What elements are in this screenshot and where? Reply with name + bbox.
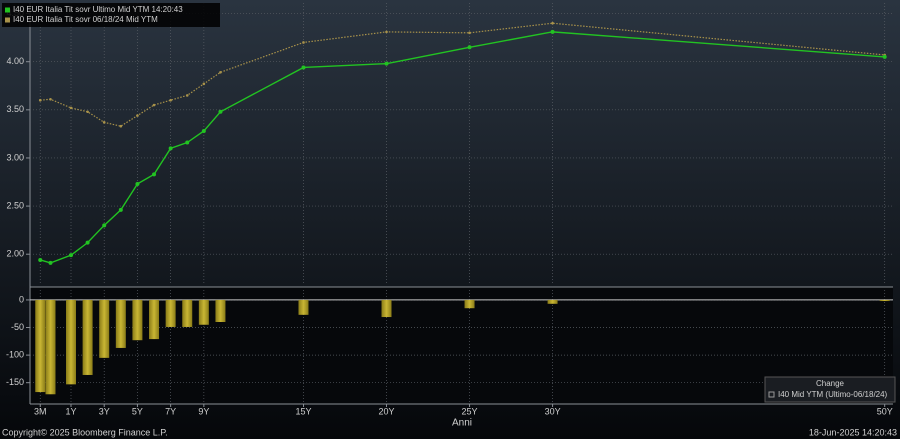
y-tick-label: 2.00 — [6, 249, 24, 259]
point — [152, 103, 156, 107]
x-tick-label: 1Y — [65, 406, 76, 416]
bar — [879, 299, 890, 302]
point — [102, 121, 106, 124]
y-tick-label: 3.50 — [6, 104, 24, 114]
point — [119, 124, 123, 128]
point — [882, 54, 887, 59]
point — [102, 223, 107, 228]
point — [38, 257, 43, 262]
point — [468, 31, 471, 35]
point — [467, 45, 472, 50]
bar — [182, 299, 193, 327]
bar — [99, 299, 110, 358]
bar — [547, 299, 558, 304]
bar — [45, 299, 56, 395]
point — [85, 240, 90, 245]
x-tick-label: 9Y — [198, 406, 209, 416]
x-tick-label: 20Y — [379, 406, 395, 416]
bar — [115, 299, 126, 348]
point — [169, 98, 172, 102]
bar — [215, 299, 226, 322]
point — [86, 110, 89, 114]
bar — [165, 299, 176, 327]
point — [218, 109, 223, 114]
bar — [298, 299, 309, 315]
point — [185, 94, 189, 97]
point — [301, 65, 306, 70]
point — [135, 181, 140, 186]
point — [551, 21, 554, 25]
point — [219, 70, 222, 74]
legend-swatch — [5, 17, 10, 23]
bar — [381, 299, 392, 318]
y-tick-label: -50 — [11, 322, 24, 332]
x-tick-label: 5Y — [132, 406, 143, 416]
x-tick-label: 50Y — [877, 406, 893, 416]
legend-swatch — [768, 391, 775, 398]
point — [302, 41, 305, 44]
point — [185, 140, 190, 145]
x-tick-label: 15Y — [295, 406, 311, 416]
bar — [66, 299, 76, 385]
point — [48, 260, 53, 265]
y-tick-label: 2.50 — [6, 200, 24, 210]
legend: I40 EUR Italia Tit sovr Ultimo Mid YTM 1… — [2, 3, 220, 27]
legend-swatch — [5, 7, 10, 13]
point — [201, 129, 206, 134]
bar — [198, 299, 209, 325]
point — [550, 29, 555, 34]
y-tick-label: -150 — [6, 377, 24, 387]
legend-title: Change — [816, 379, 845, 388]
point — [38, 98, 42, 102]
legend: Change I40 Mid YTM (Ultimo-06/18/24) — [764, 376, 896, 403]
legend-box — [764, 376, 896, 403]
y-tick-label: 0 — [19, 294, 24, 304]
copyright: Copyright© 2025 Bloomberg Finance L.P. — [2, 427, 168, 437]
bar — [149, 299, 160, 340]
point — [168, 146, 173, 151]
lower-panel — [30, 287, 893, 404]
point — [118, 207, 123, 212]
bar — [132, 299, 143, 341]
point — [384, 61, 389, 66]
x-tick-label: 3Y — [99, 406, 110, 416]
x-axis-title: Anni — [452, 418, 472, 429]
series-line — [40, 22, 885, 127]
x-tick-label: 30Y — [545, 406, 561, 416]
point — [136, 114, 139, 117]
point — [385, 30, 388, 34]
y-tick-label: 3.00 — [6, 152, 24, 162]
point — [49, 97, 52, 101]
legend-label: I40 Mid YTM (Ultimo-06/18/24) — [778, 390, 888, 399]
bar — [464, 299, 475, 309]
y-tick-label: -100 — [6, 349, 24, 359]
legend-box — [2, 3, 220, 27]
legend-label: I40 EUR Italia Tit sovr 06/18/24 Mid YTM — [13, 15, 158, 24]
timestamp: 18-Jun-2025 14:20:43 — [809, 427, 897, 437]
point — [69, 106, 73, 110]
bar — [82, 299, 93, 375]
y-tick-label: 4.00 — [6, 56, 24, 66]
point — [152, 172, 157, 177]
bar — [35, 299, 46, 393]
x-tick-label: 7Y — [165, 406, 176, 416]
point — [202, 82, 206, 86]
x-tick-label: 25Y — [462, 406, 478, 416]
point — [69, 253, 73, 258]
legend-label: I40 EUR Italia Tit sovr Ultimo Mid YTM 1… — [13, 5, 183, 14]
x-tick-label: 3M — [34, 406, 47, 416]
